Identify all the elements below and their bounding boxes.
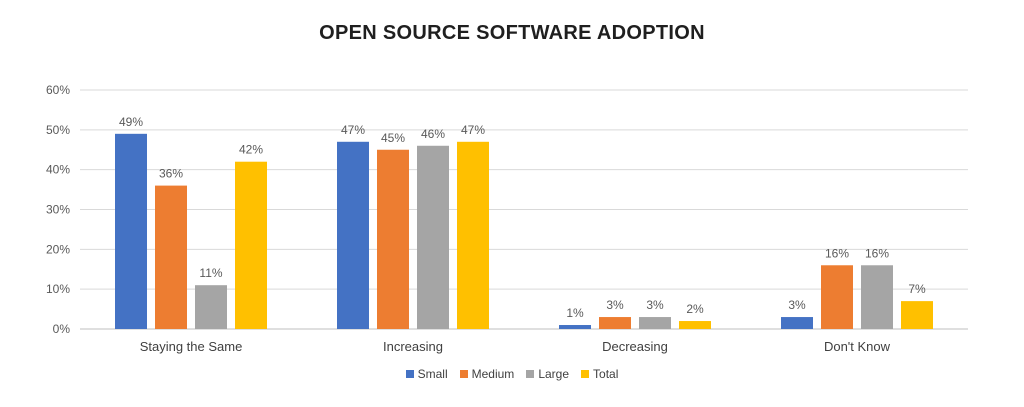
bar-medium-1 bbox=[377, 149, 409, 329]
y-tick-label: 20% bbox=[46, 242, 70, 256]
legend-item-total: Total bbox=[581, 367, 618, 381]
bar-medium-0 bbox=[155, 185, 187, 329]
data-label: 46% bbox=[421, 127, 445, 141]
legend-swatch bbox=[405, 370, 414, 378]
y-tick-label: 30% bbox=[46, 203, 70, 217]
data-label: 47% bbox=[341, 123, 365, 137]
bar-total-1 bbox=[457, 141, 489, 329]
data-label: 2% bbox=[686, 302, 704, 316]
data-label: 3% bbox=[606, 298, 624, 312]
y-tick-label: 60% bbox=[46, 83, 70, 97]
y-tick-label: 0% bbox=[53, 322, 71, 336]
chart-legend: Small Medium Large Total bbox=[0, 367, 1024, 381]
data-label: 16% bbox=[825, 246, 849, 260]
bar-small-0 bbox=[115, 133, 147, 329]
data-label: 36% bbox=[159, 167, 183, 181]
y-tick-label: 40% bbox=[46, 163, 70, 177]
legend-swatch bbox=[581, 370, 590, 378]
data-label: 47% bbox=[461, 123, 485, 137]
bar-medium-2 bbox=[599, 317, 631, 329]
legend-item-large: Large bbox=[526, 367, 569, 381]
bar-small-2 bbox=[559, 325, 591, 329]
bar-large-2 bbox=[639, 317, 671, 329]
bar-total-0 bbox=[235, 161, 267, 329]
data-label: 16% bbox=[865, 246, 889, 260]
data-label: 45% bbox=[381, 131, 405, 145]
bar-small-1 bbox=[337, 141, 369, 329]
bar-large-1 bbox=[417, 145, 449, 329]
data-label: 1% bbox=[566, 306, 584, 320]
bar-total-3 bbox=[901, 301, 933, 329]
y-tick-label: 10% bbox=[46, 282, 70, 296]
bar-medium-3 bbox=[821, 265, 853, 329]
legend-label: Large bbox=[538, 367, 570, 381]
legend-swatch bbox=[459, 370, 468, 378]
bar-small-3 bbox=[781, 317, 813, 329]
chart-title: OPEN SOURCE SOFTWARE ADOPTION bbox=[319, 22, 705, 44]
data-label: 49% bbox=[119, 115, 143, 129]
legend-item-medium: Medium bbox=[459, 367, 515, 381]
legend-item-small: Small bbox=[405, 367, 448, 381]
legend-swatch bbox=[526, 370, 535, 378]
y-tick-label: 50% bbox=[46, 123, 70, 137]
x-category-label: Don't Know bbox=[824, 339, 891, 354]
bar-large-3 bbox=[861, 265, 893, 329]
legend-label: Total bbox=[593, 367, 619, 381]
data-label: 42% bbox=[239, 143, 263, 157]
x-category-label: Decreasing bbox=[602, 339, 668, 354]
x-category-label: Increasing bbox=[383, 339, 443, 354]
data-label: 7% bbox=[908, 282, 926, 296]
data-label: 11% bbox=[199, 266, 222, 280]
data-label: 3% bbox=[646, 298, 664, 312]
bar-total-2 bbox=[679, 321, 711, 329]
legend-label: Small bbox=[417, 367, 448, 381]
legend-label: Medium bbox=[471, 367, 515, 381]
x-category-label: Staying the Same bbox=[140, 339, 243, 354]
bar-large-0 bbox=[195, 285, 227, 329]
data-label: 3% bbox=[788, 298, 806, 312]
